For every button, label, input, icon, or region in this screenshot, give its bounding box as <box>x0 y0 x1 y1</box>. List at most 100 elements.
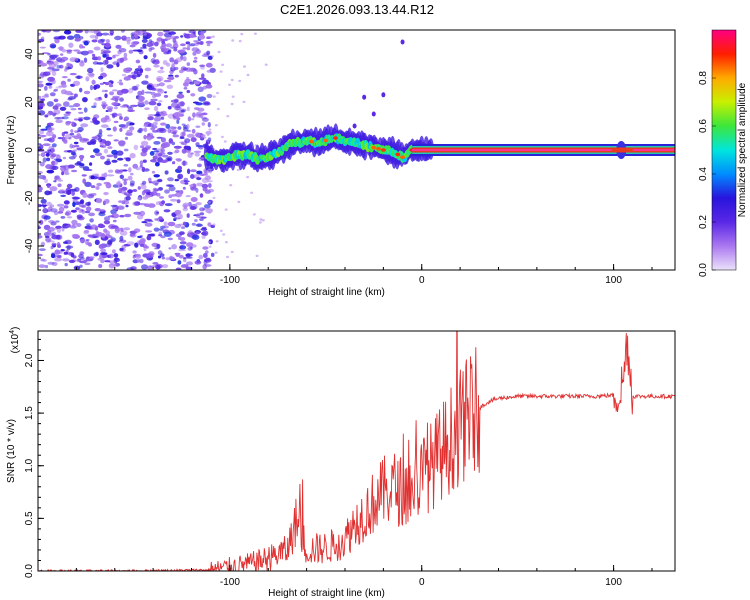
noise-blob <box>63 30 72 35</box>
signal-blob <box>332 136 338 140</box>
noise-blob <box>161 225 169 229</box>
noise-blob <box>133 211 141 215</box>
noise-blob <box>71 190 75 196</box>
noise-blob <box>117 157 124 161</box>
noise-blob <box>71 145 75 149</box>
noise-blob <box>163 209 171 213</box>
noise-blob <box>128 49 134 54</box>
noise-blob <box>79 87 83 93</box>
noise-blob <box>101 89 106 93</box>
noise-blob <box>208 128 212 131</box>
noise-blob <box>66 183 73 189</box>
noise-blob <box>72 223 76 228</box>
noise-blob <box>59 191 63 194</box>
noise-blob <box>103 198 110 205</box>
noise-blob <box>90 224 98 230</box>
noise-blob <box>97 224 106 229</box>
noise-blob <box>144 67 152 72</box>
noise-blob <box>186 89 191 94</box>
noise-blob <box>39 73 45 79</box>
noise-blob <box>123 164 129 167</box>
noise-blob <box>85 206 92 212</box>
noise-blob <box>177 126 182 130</box>
noise-blob <box>219 229 223 232</box>
noise-blob <box>76 75 81 79</box>
noise-blob <box>123 118 128 122</box>
noise-blob <box>150 58 156 64</box>
noise-blob <box>104 216 110 222</box>
noise-blob <box>136 239 145 245</box>
noise-blob <box>83 90 91 95</box>
noise-blob <box>54 257 63 262</box>
noise-blob <box>45 153 50 157</box>
noise-blob <box>87 234 93 237</box>
noise-blob <box>77 258 82 261</box>
noise-blob <box>156 77 162 82</box>
noise-blob <box>147 123 154 128</box>
noise-blob <box>190 203 198 210</box>
noise-blob <box>169 57 175 63</box>
noise-blob <box>126 121 133 127</box>
noise-blob <box>207 188 215 193</box>
noise-blob <box>159 228 164 231</box>
noise-blob <box>137 197 142 200</box>
noise-blob <box>146 84 153 89</box>
noise-blob <box>91 136 98 139</box>
noise-blob <box>193 40 200 43</box>
noise-blob <box>51 242 57 246</box>
noise-blob <box>91 79 96 85</box>
noise-blob <box>89 84 94 91</box>
spectrogram-xlabel: Height of straight line (km) <box>268 287 385 298</box>
noise-blob <box>110 204 118 207</box>
noise-blob <box>78 111 84 114</box>
noise-blob <box>115 182 122 186</box>
noise-blob <box>181 226 186 229</box>
noise-blob <box>39 161 45 167</box>
noise-blob <box>201 134 206 138</box>
noise-blob <box>172 161 176 165</box>
noise-blob <box>60 53 64 56</box>
noise-blob <box>231 95 235 98</box>
noise-blob <box>212 95 216 98</box>
figure-title: C2E1.2026.093.13.44.R12 <box>280 2 434 17</box>
noise-blob <box>166 84 174 90</box>
noise-blob <box>144 74 149 79</box>
noise-blob <box>196 182 204 187</box>
colorbar-tick-label: 0.0 <box>698 263 709 277</box>
noise-blob <box>113 153 118 159</box>
noise-blob <box>160 66 164 70</box>
noise-blob <box>73 93 78 98</box>
noise-blob <box>95 120 101 124</box>
noise-blob <box>182 202 191 207</box>
noise-blob <box>199 193 204 198</box>
signal-blob <box>323 138 329 143</box>
noise-blob <box>38 38 45 43</box>
noise-blob <box>159 253 165 257</box>
noise-blob <box>150 127 156 131</box>
snr-frame <box>37 330 676 572</box>
noise-blob <box>47 149 52 152</box>
noise-blob <box>49 92 56 97</box>
noise-blob <box>174 209 182 215</box>
noise-blob <box>111 112 118 118</box>
noise-blob <box>49 112 57 116</box>
noise-blob <box>187 168 191 175</box>
noise-blob <box>136 74 141 78</box>
noise-blob <box>177 173 184 180</box>
noise-blob <box>164 91 167 94</box>
noise-blob <box>203 204 211 209</box>
noise-blob <box>153 105 159 112</box>
noise-blob <box>161 264 169 269</box>
noise-blob <box>139 160 144 166</box>
noise-blob <box>54 249 61 255</box>
noise-blob <box>76 214 83 219</box>
noise-blob <box>158 100 163 103</box>
noise-blob <box>139 164 143 168</box>
x-tick-label: 100 <box>605 275 622 286</box>
noise-blob <box>63 241 68 244</box>
noise-blob <box>113 253 119 258</box>
noise-blob <box>214 251 218 254</box>
noise-blob <box>103 228 108 233</box>
noise-blob <box>175 253 180 257</box>
noise-blob <box>174 74 179 78</box>
